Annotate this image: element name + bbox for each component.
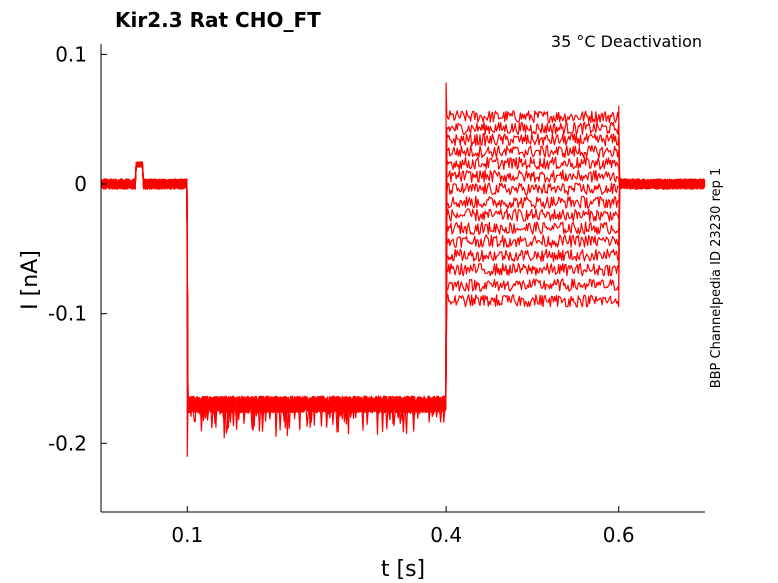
- y-tick-label: 0: [74, 172, 87, 196]
- y-tick-label: -0.2: [48, 431, 87, 455]
- x-axis-label: t [s]: [381, 557, 425, 582]
- y-tick-label: 0.1: [55, 42, 87, 66]
- condition-annotation: 35 °C Deactivation: [551, 32, 702, 51]
- channelpedia-id-label: BBP Channelpedia ID 23230 rep 1: [709, 168, 724, 389]
- chart-title: Kir2.3 Rat CHO_FT: [115, 8, 321, 32]
- x-axis-ticks: 0.1 0.4 0.6: [171, 506, 635, 547]
- x-tick-label: 0.4: [430, 523, 462, 547]
- x-tick-label: 0.1: [171, 523, 203, 547]
- current-trace: [100, 162, 706, 437]
- x-tick-label: 0.6: [603, 523, 635, 547]
- current-traces: [100, 82, 706, 457]
- y-tick-label: -0.1: [48, 302, 87, 326]
- current-trace: [100, 161, 706, 433]
- current-trace: [100, 121, 706, 435]
- y-axis-label: I [nA]: [18, 250, 43, 310]
- y-axis-ticks: 0.1 0 -0.1 -0.2: [48, 42, 107, 455]
- current-trace: [100, 162, 706, 432]
